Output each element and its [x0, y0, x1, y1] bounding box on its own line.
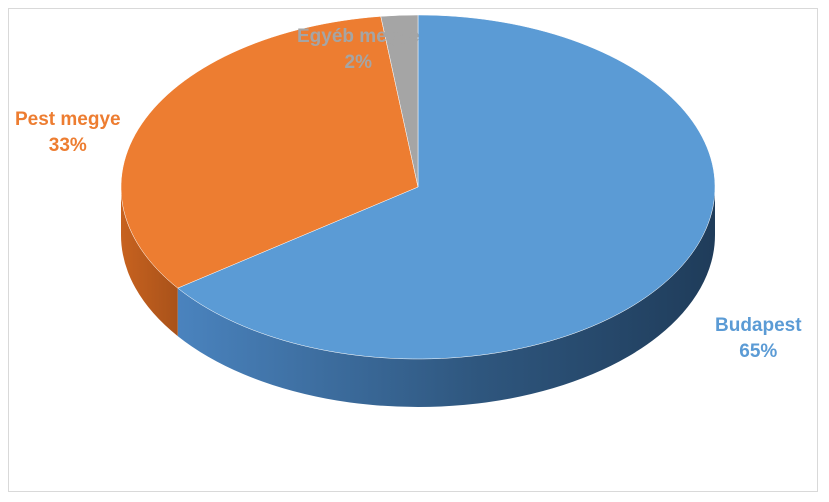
label-budapest: Budapest 65%	[715, 313, 802, 365]
label-egyeb-megye-name: Egyéb megye	[297, 26, 420, 47]
label-pest-megye-name: Pest megye	[15, 109, 121, 130]
pie-chart	[120, 14, 716, 407]
label-pest-megye-value: 33%	[48, 135, 87, 156]
pie-side-pest-megye	[121, 187, 178, 337]
label-budapest-name: Budapest	[715, 315, 802, 336]
chart-frame: Budapest 65% Pest megye 33% Egyéb megye …	[8, 8, 818, 492]
label-egyeb-megye-value: 2%	[344, 52, 372, 73]
label-egyeb-megye: Egyéb megye 2%	[297, 24, 420, 76]
label-budapest-value: 65%	[739, 341, 778, 362]
label-pest-megye: Pest megye 33%	[15, 107, 121, 159]
pie-side-budapest	[177, 187, 716, 407]
pie-rim-highlight	[121, 15, 715, 359]
